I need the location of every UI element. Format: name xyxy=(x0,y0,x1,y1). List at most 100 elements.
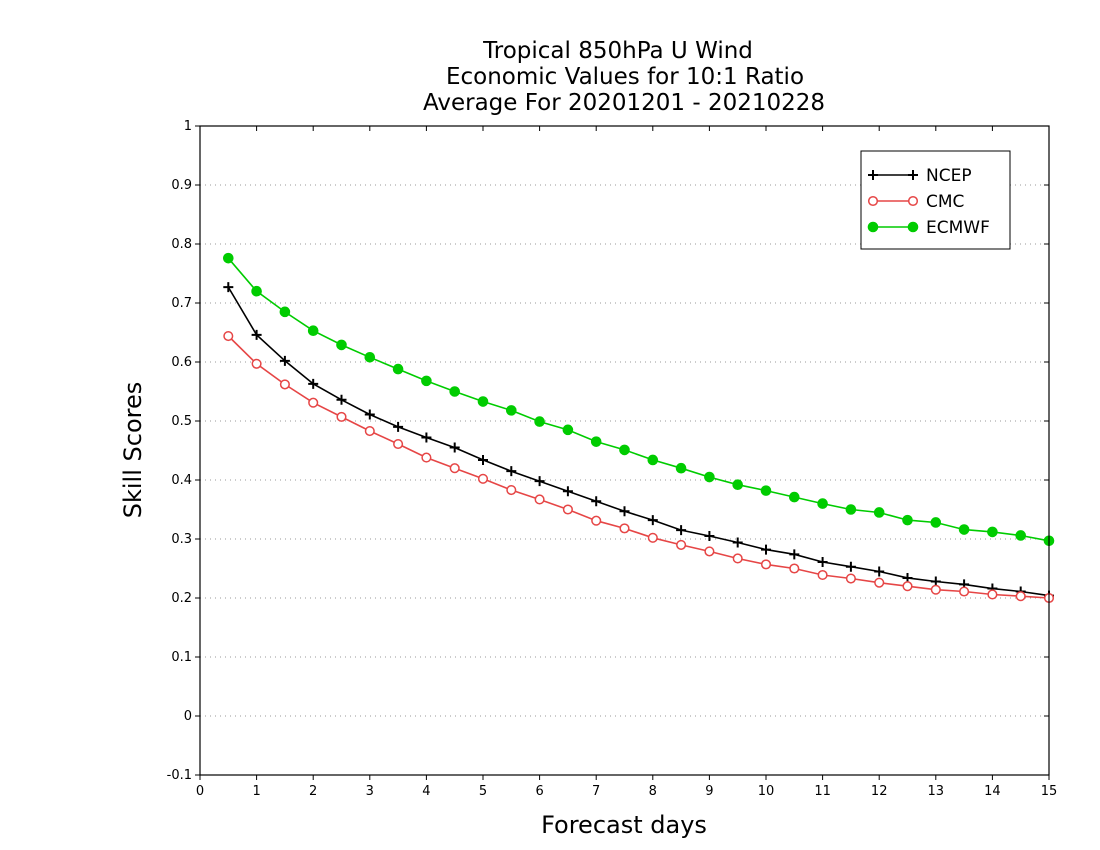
x-tick-label: 11 xyxy=(814,784,831,799)
data-point-cmc xyxy=(534,494,545,505)
data-point-cmc xyxy=(223,330,234,342)
legend-marker-cmc xyxy=(867,195,879,207)
data-point-ecmwf xyxy=(477,396,489,407)
data-point-ncep xyxy=(789,549,800,560)
data-point-ncep xyxy=(478,454,488,465)
data-point-cmc xyxy=(591,515,602,526)
data-point-ecmwf xyxy=(506,405,517,416)
y-tick-label: 0.7 xyxy=(171,296,192,311)
data-point-ncep xyxy=(308,378,319,389)
data-point-ncep xyxy=(732,537,743,548)
data-point-ecmwf xyxy=(704,471,715,483)
data-point-ecmwf xyxy=(817,498,828,509)
data-point-ecmwf xyxy=(392,363,404,375)
y-tick-label: 0.3 xyxy=(171,532,192,547)
legend-marker-ncep xyxy=(908,170,918,180)
data-point-ncep xyxy=(364,409,375,420)
legend-item-ncep: NCEP xyxy=(868,166,972,186)
series-ecmwf xyxy=(223,252,1055,547)
data-point-cmc xyxy=(1015,591,1026,602)
data-point-ncep xyxy=(676,525,687,536)
legend-box xyxy=(860,150,1011,250)
y-tick-label: 0.1 xyxy=(171,650,192,665)
data-point-ecmwf xyxy=(647,454,659,466)
data-point-ecmwf xyxy=(789,491,800,503)
data-point-ncep xyxy=(562,486,573,497)
data-point-cmc xyxy=(874,577,885,588)
x-tick-label: 8 xyxy=(649,784,657,799)
x-tick-label: 4 xyxy=(422,784,430,799)
x-tick-label: 7 xyxy=(592,784,600,799)
data-point-ncep xyxy=(449,442,460,453)
x-tick-label: 1 xyxy=(252,784,260,799)
series-line-ecmwf xyxy=(227,257,1050,542)
legend-item-ecmwf: ECMWF xyxy=(867,218,990,238)
data-point-cmc xyxy=(930,584,941,595)
data-point-ncep xyxy=(506,466,517,477)
x-tick-label: 10 xyxy=(758,784,775,799)
x-tick-label: 2 xyxy=(309,784,317,799)
data-point-cmc xyxy=(817,569,828,581)
data-point-ecmwf xyxy=(364,351,376,363)
data-point-cmc xyxy=(959,586,970,597)
data-point-ncep xyxy=(336,394,347,405)
data-point-ncep xyxy=(421,432,432,443)
x-axis-title: Forecast days xyxy=(541,811,707,839)
legend-marker-ncep xyxy=(868,170,878,180)
x-tick-label: 6 xyxy=(535,784,543,799)
x-tick-label: 5 xyxy=(479,784,487,799)
data-point-cmc xyxy=(704,546,715,557)
legend-label-ncep: NCEP xyxy=(926,166,972,186)
data-point-cmc xyxy=(732,553,743,564)
y-tick-label: -0.1 xyxy=(167,768,192,783)
x-axis: 0 1 2 3 4 5 6 7 8 9 10 11 12 13 14 15 xyxy=(196,126,1057,799)
data-point-cmc xyxy=(619,523,630,534)
data-point-ecmwf xyxy=(562,424,574,436)
data-point-ecmwf xyxy=(619,444,630,456)
data-point-ncep xyxy=(874,566,885,577)
x-tick-label: 9 xyxy=(705,784,713,799)
y-tick-label: 0.9 xyxy=(171,178,192,193)
data-point-ncep xyxy=(761,544,771,555)
y-axis: -0.1 0 0.1 0.2 0.3 0.4 0.5 0.6 0.7 0.8 0.9 1 xyxy=(167,119,1049,783)
data-point-ecmwf xyxy=(902,514,913,526)
chart-title-line-3: Average For 20201201 - 20210228 xyxy=(423,90,825,116)
x-tick-label: 12 xyxy=(871,784,888,799)
data-point-ncep xyxy=(619,506,630,517)
x-tick-label: 0 xyxy=(196,784,204,799)
data-point-ecmwf xyxy=(307,325,319,337)
data-point-ecmwf xyxy=(760,485,772,496)
data-point-cmc xyxy=(987,589,998,600)
y-tick-label: 0.2 xyxy=(171,591,192,606)
data-point-ncep xyxy=(591,496,602,507)
data-point-cmc xyxy=(279,379,290,390)
data-point-ecmwf xyxy=(873,507,885,518)
legend-label-cmc: CMC xyxy=(926,192,964,212)
y-tick-label: 0 xyxy=(184,709,192,724)
series-ncep xyxy=(223,282,1054,601)
series-cmc xyxy=(223,330,1055,604)
data-point-ecmwf xyxy=(421,375,432,387)
legend-marker-ecmwf xyxy=(867,221,879,233)
x-tick-label: 15 xyxy=(1041,784,1058,799)
legend-label-ecmwf: ECMWF xyxy=(926,218,990,238)
data-point-ncep xyxy=(817,557,828,568)
data-point-ecmwf xyxy=(1015,530,1027,541)
data-point-ncep xyxy=(279,355,290,366)
y-tick-label: 0.5 xyxy=(171,414,192,429)
data-point-cmc xyxy=(647,532,658,543)
y-tick-label: 0.6 xyxy=(171,355,192,370)
data-point-cmc xyxy=(449,463,460,474)
data-point-ecmwf xyxy=(449,386,461,397)
data-point-ncep xyxy=(393,421,404,432)
legend-item-cmc: CMC xyxy=(867,192,964,212)
data-point-cmc xyxy=(308,397,319,408)
data-point-ecmwf xyxy=(590,436,602,447)
series-line-cmc xyxy=(227,335,1050,599)
data-point-ecmwf xyxy=(251,285,262,297)
chart-title-line-2: Economic Values for 10:1 Ratio xyxy=(446,64,804,90)
data-point-cmc xyxy=(364,425,375,437)
data-point-cmc xyxy=(760,559,772,570)
data-point-cmc xyxy=(477,473,489,484)
y-tick-label: 1 xyxy=(184,119,192,134)
